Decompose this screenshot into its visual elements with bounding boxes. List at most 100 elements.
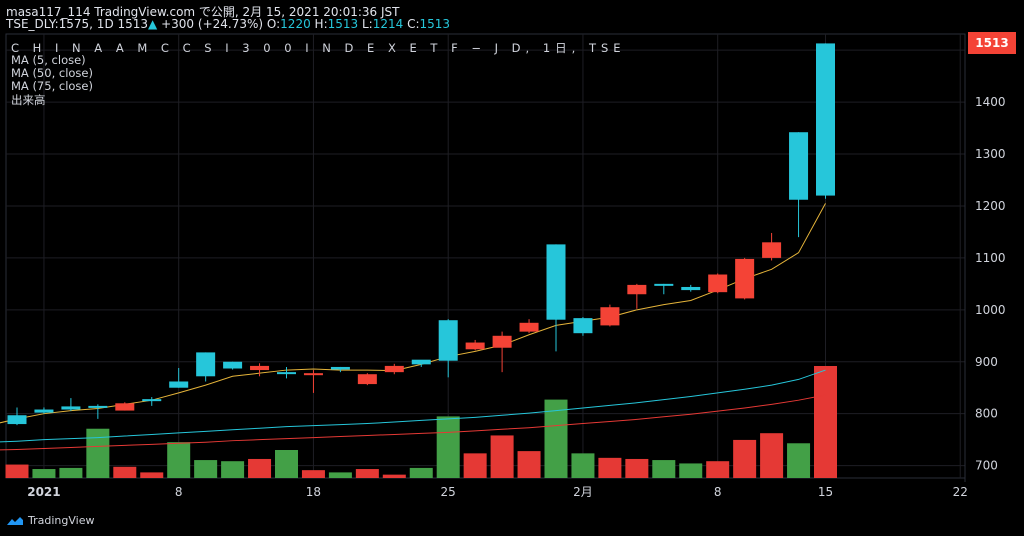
y-tick-label: 900	[975, 355, 998, 369]
brand-name: TradingView	[28, 514, 95, 527]
candle-body	[88, 405, 108, 408]
candle-body	[519, 322, 539, 332]
candle-body	[169, 381, 189, 388]
candle-body	[7, 415, 27, 425]
volume-bar	[5, 464, 29, 478]
ma75-line	[0, 394, 826, 451]
candle-body	[303, 373, 323, 376]
candle-body	[411, 359, 431, 365]
candle-body	[330, 366, 350, 370]
candle-body	[142, 399, 162, 402]
x-tick-label: 18	[306, 485, 321, 499]
last-price-badge: 1513	[968, 32, 1016, 55]
volume-bar	[652, 460, 676, 478]
volume-bar	[301, 470, 325, 478]
high-value: 1513	[327, 17, 359, 31]
volume-bar	[140, 472, 164, 478]
volume-bar	[355, 469, 379, 478]
candle-body	[762, 242, 782, 258]
open-label: O:	[266, 17, 281, 31]
legend-ma75[interactable]: MA (75, close)	[11, 79, 93, 93]
volume-bar	[679, 463, 703, 478]
legend-ma5[interactable]: MA (5, close)	[11, 53, 86, 67]
volume-bar	[787, 443, 811, 478]
candle-body	[196, 352, 216, 377]
close-label: C:	[407, 17, 420, 31]
candle-body	[816, 43, 835, 196]
candle-body	[34, 409, 54, 413]
volume-bar	[86, 428, 110, 478]
candle-body	[789, 132, 809, 200]
open-value: 1220	[280, 17, 311, 31]
candle-body	[546, 244, 566, 320]
candle-body	[223, 361, 243, 369]
ma5-line	[0, 203, 826, 424]
ma50-line	[0, 369, 826, 443]
volume-bar	[598, 457, 622, 478]
price-change: +300 (+24.73%)	[161, 17, 264, 31]
volume-bar	[194, 460, 218, 478]
volume-bar	[328, 472, 352, 478]
candle-body	[627, 284, 647, 295]
change-arrow-icon: ▲	[148, 17, 158, 31]
y-tick-label: 1200	[975, 199, 1006, 213]
x-tick-label: 2021	[27, 485, 60, 499]
x-tick-label: 15	[818, 485, 833, 499]
candle-body	[250, 365, 270, 371]
x-tick-label: 2月	[573, 485, 593, 499]
low-value: 1214	[372, 17, 404, 31]
candle-body	[735, 258, 755, 299]
volume-bar	[59, 467, 83, 478]
legend-volume[interactable]: 出来高	[11, 93, 46, 107]
candle-body	[115, 403, 135, 411]
high-label: H:	[314, 17, 328, 31]
tradingview-logo-icon	[7, 516, 23, 525]
volume-bar	[248, 458, 272, 478]
candle-body	[600, 307, 620, 326]
low-label: L:	[362, 17, 373, 31]
footer-brand[interactable]: TradingView	[6, 514, 94, 527]
y-tick-label: 800	[975, 407, 998, 421]
volume-bar	[625, 458, 649, 478]
candle-body	[384, 365, 404, 373]
volume-bar	[733, 439, 757, 478]
candle-body	[654, 283, 674, 286]
volume-bar	[167, 442, 191, 478]
candle-body	[681, 286, 701, 291]
candle-body	[61, 406, 81, 410]
volume-bar	[436, 416, 460, 478]
chart-title: C H I N A A M C C S I 3 0 0 I N D E X E …	[11, 41, 626, 55]
symbol-price: TSE_DLY:1575, 1D 1513	[6, 17, 149, 31]
volume-bar	[517, 451, 541, 478]
legend-ma50[interactable]: MA (50, close)	[11, 66, 93, 80]
volume-bar	[760, 433, 784, 478]
candle-body	[438, 320, 458, 361]
symbol-info: TSE_DLY:1575, 1D 1513▲ +300 (+24.73%) O:…	[6, 17, 450, 31]
volume-bar	[113, 466, 137, 478]
volume-bar	[221, 461, 245, 478]
x-tick-label: 8	[714, 485, 722, 499]
volume-bar	[382, 474, 406, 478]
y-tick-label: 1300	[975, 147, 1006, 161]
x-tick-label: 8	[175, 485, 183, 499]
x-tick-label: 22	[953, 485, 968, 499]
volume-bar	[275, 450, 298, 478]
volume-bar	[409, 467, 433, 478]
volume-bar	[814, 366, 837, 478]
x-tick-label: 25	[441, 485, 456, 499]
candle-body	[465, 342, 485, 350]
candle-body	[357, 374, 377, 385]
volume-bar	[706, 461, 730, 478]
volume-bar	[544, 399, 568, 478]
y-tick-label: 1400	[975, 95, 1006, 109]
y-tick-label: 1100	[975, 251, 1006, 265]
candle-body	[573, 318, 593, 334]
y-tick-label: 700	[975, 459, 998, 473]
y-tick-label: 1000	[975, 303, 1006, 317]
candle-body	[708, 274, 728, 293]
volume-bar	[463, 453, 487, 478]
candle-body	[492, 335, 512, 348]
volume-bar	[571, 453, 595, 478]
candle-body	[277, 372, 296, 375]
